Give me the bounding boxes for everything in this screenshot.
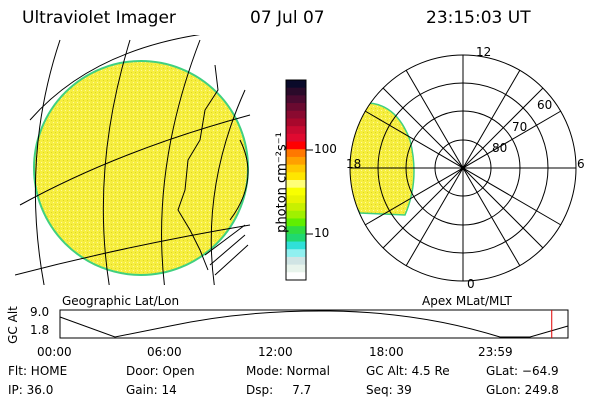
colorbar-segment bbox=[286, 80, 306, 89]
status-glon: GLon: 249.8 bbox=[486, 383, 559, 397]
colorbar-segment bbox=[286, 156, 306, 166]
colorbar-segment bbox=[286, 149, 306, 158]
mlt-label-12: 12 bbox=[476, 45, 492, 59]
date-label: 07 Jul 07 bbox=[250, 8, 325, 28]
instrument-title: Ultraviolet Imager bbox=[22, 8, 176, 28]
status-door: Door: Open bbox=[126, 364, 195, 378]
xtick-1800: 18:00 bbox=[369, 345, 404, 359]
colorbar-segment bbox=[286, 180, 306, 189]
colorbar-segment bbox=[286, 203, 306, 212]
lat-label-70: 70 bbox=[512, 120, 528, 134]
colorbar-segment bbox=[286, 226, 306, 235]
colorbar-segment bbox=[286, 187, 306, 196]
auroral-image bbox=[350, 102, 415, 216]
status-dsp: Dsp: 7.7 bbox=[246, 383, 312, 397]
polar-plot bbox=[349, 54, 577, 282]
colorbar-tick-10: 10 bbox=[314, 226, 330, 240]
altitude-plot bbox=[59, 309, 569, 339]
colorbar-segment bbox=[286, 249, 306, 258]
colorbar-segment bbox=[286, 103, 306, 112]
lat-label-60: 60 bbox=[537, 98, 553, 112]
status-seq: Seq: 39 bbox=[366, 383, 412, 397]
status-ip: IP: 36.0 bbox=[8, 383, 54, 397]
colorbar bbox=[286, 80, 306, 281]
xtick-0600: 06:00 bbox=[147, 345, 182, 359]
status-gcalt: GC Alt: 4.5 Re bbox=[366, 364, 450, 378]
ytick-9: 9.0 bbox=[30, 305, 50, 319]
geographic-image bbox=[15, 35, 251, 285]
left-caption: Geographic Lat/Lon bbox=[62, 294, 180, 308]
colorbar-segment bbox=[286, 133, 306, 143]
time-label: 23:15:03 UT bbox=[426, 8, 531, 28]
colorbar-segment bbox=[286, 126, 306, 135]
status-gain: Gain: 14 bbox=[126, 383, 177, 397]
colorbar-segment bbox=[286, 256, 306, 266]
status-flt: Flt: HOME bbox=[8, 364, 68, 378]
colorbar-segment bbox=[286, 218, 306, 227]
colorbar-segment bbox=[286, 272, 306, 281]
lat-label-80: 80 bbox=[492, 141, 508, 155]
xtick-1200: 12:00 bbox=[258, 345, 293, 359]
right-caption: Apex MLat/MLT bbox=[422, 294, 512, 308]
grid-lines bbox=[15, 35, 251, 285]
colorbar-segment bbox=[286, 87, 306, 96]
colorbar-segment bbox=[286, 141, 306, 150]
colorbar-segment bbox=[286, 241, 306, 250]
status-glat: GLat: −64.9 bbox=[486, 364, 559, 378]
coastline bbox=[177, 64, 219, 271]
colorbar-ticks bbox=[306, 149, 313, 235]
colorbar-segment bbox=[286, 110, 306, 119]
colorbar-segment bbox=[286, 164, 306, 173]
ytick-1.8: 1.8 bbox=[30, 323, 50, 337]
mlt-label-6: 6 bbox=[577, 157, 585, 171]
colorbar-segment bbox=[286, 118, 306, 127]
colorbar-segment bbox=[286, 195, 306, 204]
colorbar-segment bbox=[286, 172, 306, 181]
colorbar-segment bbox=[286, 210, 306, 219]
xtick-2359: 23:59 bbox=[478, 345, 513, 359]
xtick-0000: 00:00 bbox=[37, 345, 72, 359]
mlt-label-18: 18 bbox=[346, 157, 362, 171]
mlt-label-0: 0 bbox=[467, 277, 475, 291]
status-mode: Mode: Normal bbox=[246, 364, 330, 378]
colorbar-segment bbox=[286, 233, 306, 243]
colorbar-segment bbox=[286, 264, 306, 273]
colorbar-segment bbox=[286, 95, 306, 104]
altitude-ylabel: GC Alt bbox=[6, 306, 20, 344]
colorbar-tick-100: 100 bbox=[314, 142, 337, 156]
colorbar-label: photon cm⁻²s⁻¹ bbox=[274, 132, 290, 233]
